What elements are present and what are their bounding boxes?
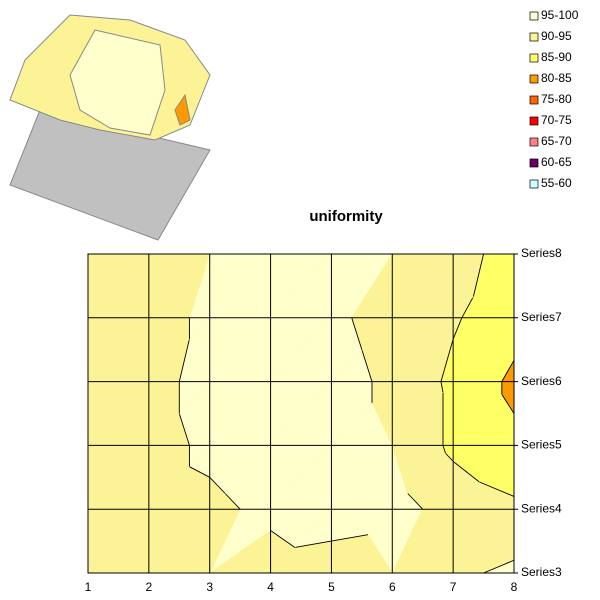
contour-line bbox=[331, 534, 369, 542]
legend-swatch bbox=[529, 179, 539, 189]
contour-line bbox=[452, 460, 480, 483]
legend-swatch bbox=[529, 11, 539, 21]
y-tick-label: Series4 bbox=[521, 501, 562, 515]
x-tick-label: 1 bbox=[85, 580, 92, 594]
x-tick-label: 8 bbox=[511, 580, 518, 594]
plot-area bbox=[87, 252, 518, 575]
x-tick-label: 4 bbox=[267, 580, 274, 594]
contour-line bbox=[483, 559, 515, 574]
contour-line bbox=[209, 476, 226, 494]
contour-line bbox=[270, 530, 296, 548]
legend-label: 90-95 bbox=[541, 29, 572, 43]
y-tick-label: Series8 bbox=[521, 246, 562, 260]
legend-label: 80-85 bbox=[541, 71, 572, 85]
legend-swatch bbox=[529, 32, 539, 42]
legend-label: 95-100 bbox=[541, 8, 579, 22]
legend-label: 60-65 bbox=[541, 155, 572, 169]
contour-line bbox=[440, 381, 444, 393]
legend-label: 65-70 bbox=[541, 134, 572, 148]
legend-label: 55-60 bbox=[541, 176, 572, 190]
x-tick-label: 7 bbox=[450, 580, 457, 594]
contour-line bbox=[445, 453, 454, 462]
contour-line bbox=[461, 296, 474, 319]
legend-swatch bbox=[529, 53, 539, 63]
legend-swatch bbox=[529, 74, 539, 84]
contour-line bbox=[472, 253, 485, 297]
contour-line bbox=[501, 394, 515, 414]
thumbnail-3d bbox=[9, 14, 211, 241]
contour-line bbox=[224, 492, 241, 510]
legend-label: 85-90 bbox=[541, 50, 572, 64]
contour-line bbox=[361, 349, 373, 382]
contour-line bbox=[294, 540, 332, 548]
y-tick-label: Series5 bbox=[521, 438, 562, 452]
contour-line bbox=[440, 338, 454, 382]
contour-line bbox=[351, 317, 363, 350]
contour-line bbox=[407, 492, 424, 510]
legend-swatch bbox=[529, 95, 539, 105]
contour-line bbox=[189, 466, 210, 478]
plot-border bbox=[87, 253, 515, 574]
legend-swatch bbox=[529, 116, 539, 126]
contour-line bbox=[442, 445, 446, 454]
y-tick-label: Series7 bbox=[521, 310, 562, 324]
contour-line bbox=[479, 481, 515, 497]
contour-line bbox=[452, 317, 463, 340]
contour-line bbox=[178, 338, 190, 382]
x-tick-label: 5 bbox=[328, 580, 335, 594]
chart-title: uniformity bbox=[309, 208, 383, 225]
x-tick-label: 3 bbox=[206, 580, 213, 594]
x-tick-label: 2 bbox=[146, 580, 153, 594]
contour-band bbox=[442, 380, 454, 446]
contour-line bbox=[501, 360, 515, 382]
y-tick-label: Series3 bbox=[521, 565, 562, 579]
x-tick-label: 6 bbox=[389, 580, 396, 594]
legend-swatch bbox=[529, 158, 539, 168]
legend-label: 70-75 bbox=[541, 113, 572, 127]
contour-line bbox=[178, 413, 190, 446]
legend-swatch bbox=[529, 137, 539, 147]
y-tick-label: Series6 bbox=[521, 374, 562, 388]
legend-label: 75-80 bbox=[541, 92, 572, 106]
